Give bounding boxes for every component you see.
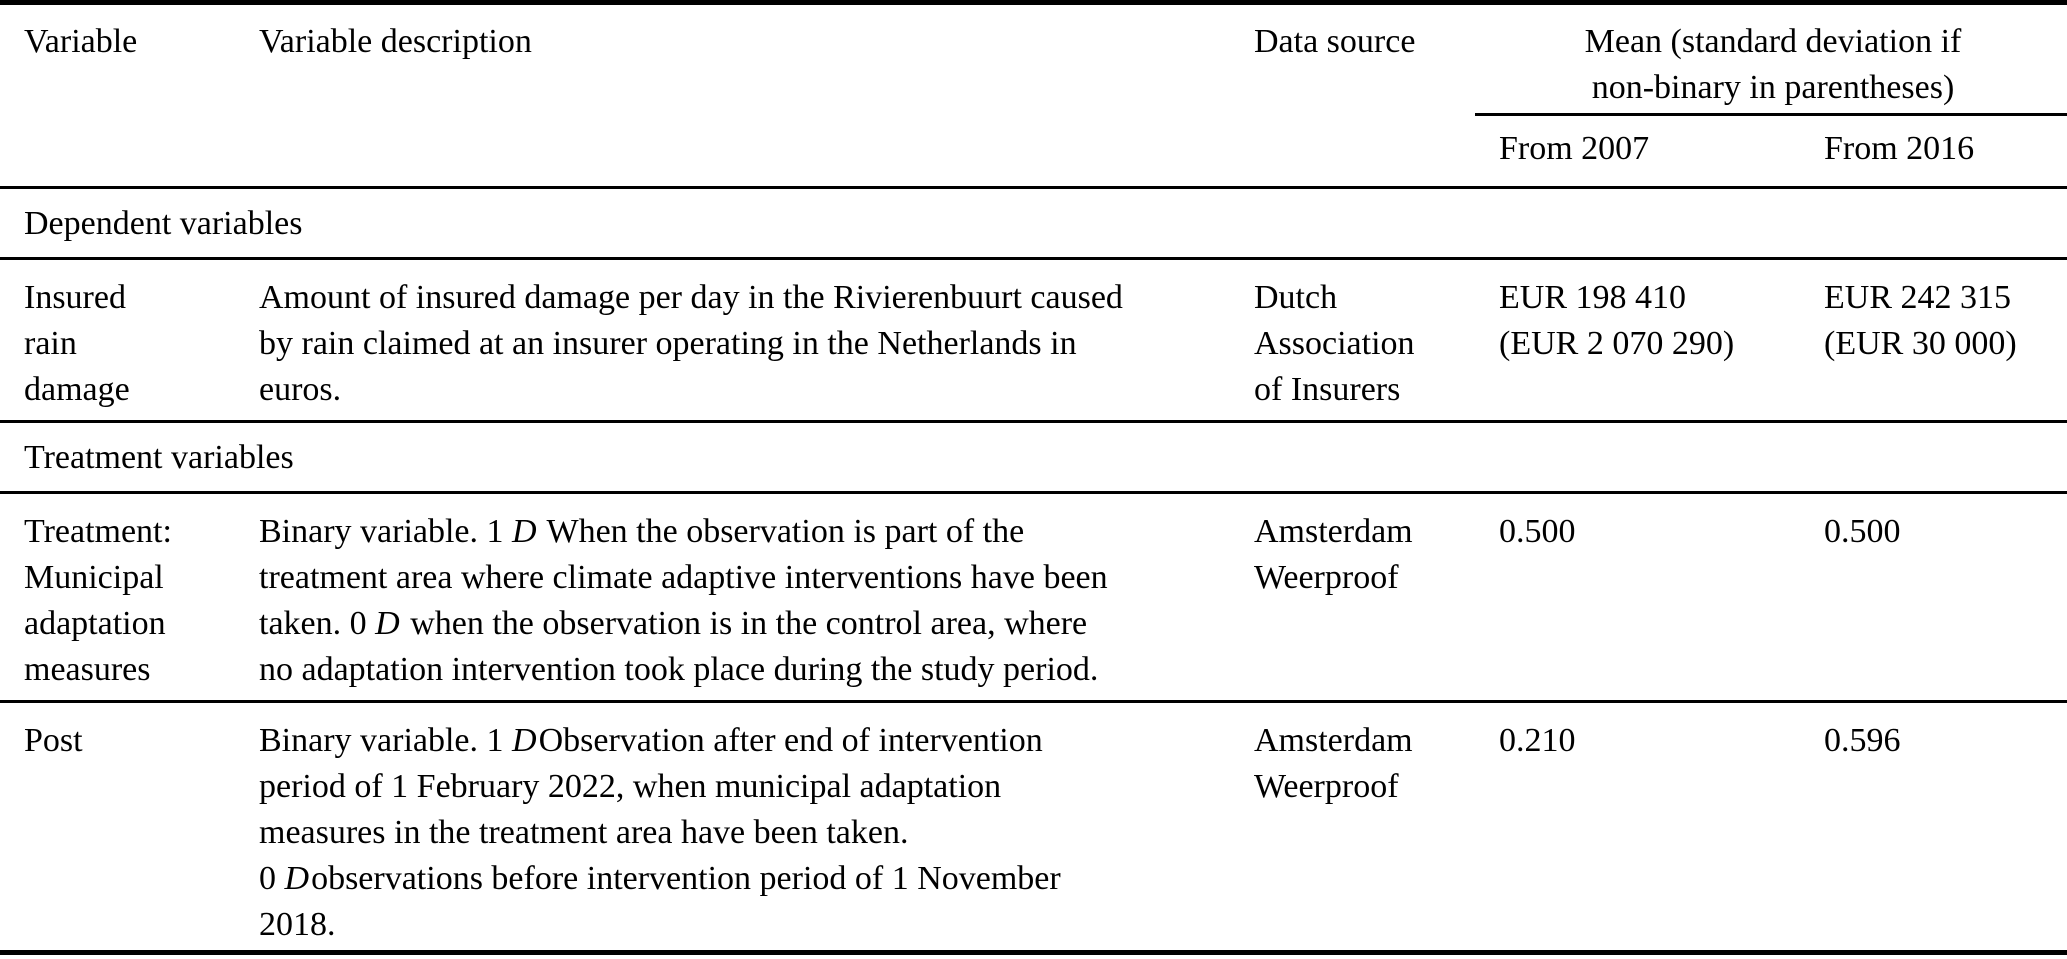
cell-variable: Treatment: Municipal adaptation measures xyxy=(0,492,235,703)
table-row-post: Post Binary variable. 1 DObservation aft… xyxy=(0,702,2067,953)
cell-variable: Post xyxy=(24,722,83,759)
cell-data-source: Amsterdam Weerproof xyxy=(1254,722,1413,805)
cell-description: Binary variable. 1 D When the observatio… xyxy=(235,492,1230,703)
cell-data-source: Dutch Association of Insurers xyxy=(1230,258,1475,423)
section-row-treatment-variables: Treatment variables xyxy=(0,421,2067,494)
header-row-sub: From 2007 From 2016 xyxy=(0,114,2067,189)
section-title: Treatment variables xyxy=(0,421,2067,494)
table-body: Dependent variables Insured rain damage Am… xyxy=(0,187,2067,953)
cell-mean-from-2016: EUR 242 315 (EUR 30 000) xyxy=(1800,258,2067,423)
table-row-treatment: Treatment: Municipal adaptation measures Bi… xyxy=(0,492,2067,703)
section-row-dependent-variables: Dependent variables xyxy=(0,187,2067,260)
cell-mean-from-2016: 0.596 xyxy=(1824,722,1901,759)
cell-data-source: Amsterdam Weerproof xyxy=(1230,492,1475,703)
cell-description: Amount of insured damage per day in the … xyxy=(235,258,1230,423)
header-variable-description: Variable description xyxy=(235,2,1230,189)
cell-mean-from-2007: 0.500 xyxy=(1475,492,1800,703)
header-from-2016: From 2016 xyxy=(1800,114,2067,189)
header-from-2007: From 2007 xyxy=(1475,114,1800,189)
cell-description: Binary variable. 1 DObservation after en… xyxy=(259,722,1061,943)
header-row-main: Variable Variable description Data sourc… xyxy=(0,2,2067,189)
cell-mean-from-2007: EUR 198 410 (EUR 2 070 290) xyxy=(1475,258,1800,423)
cell-variable: Insured rain damage xyxy=(0,258,235,423)
cell-mean-from-2016: 0.500 xyxy=(1800,492,2067,703)
cell-mean-from-2007: 0.210 xyxy=(1499,722,1576,759)
table-row-insured-rain-damage: Insured rain damage Amount of insured dama… xyxy=(0,258,2067,423)
table-header: Variable Variable description Data sourc… xyxy=(0,2,2067,189)
header-mean-group: Mean (standard deviation if non-binary in… xyxy=(1475,2,2067,116)
section-title: Dependent variables xyxy=(0,187,2067,260)
header-variable: Variable xyxy=(0,2,235,189)
header-data-source: Data source xyxy=(1230,2,1475,189)
